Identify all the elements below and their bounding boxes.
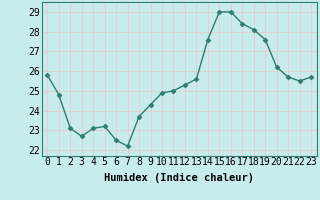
- X-axis label: Humidex (Indice chaleur): Humidex (Indice chaleur): [104, 173, 254, 183]
